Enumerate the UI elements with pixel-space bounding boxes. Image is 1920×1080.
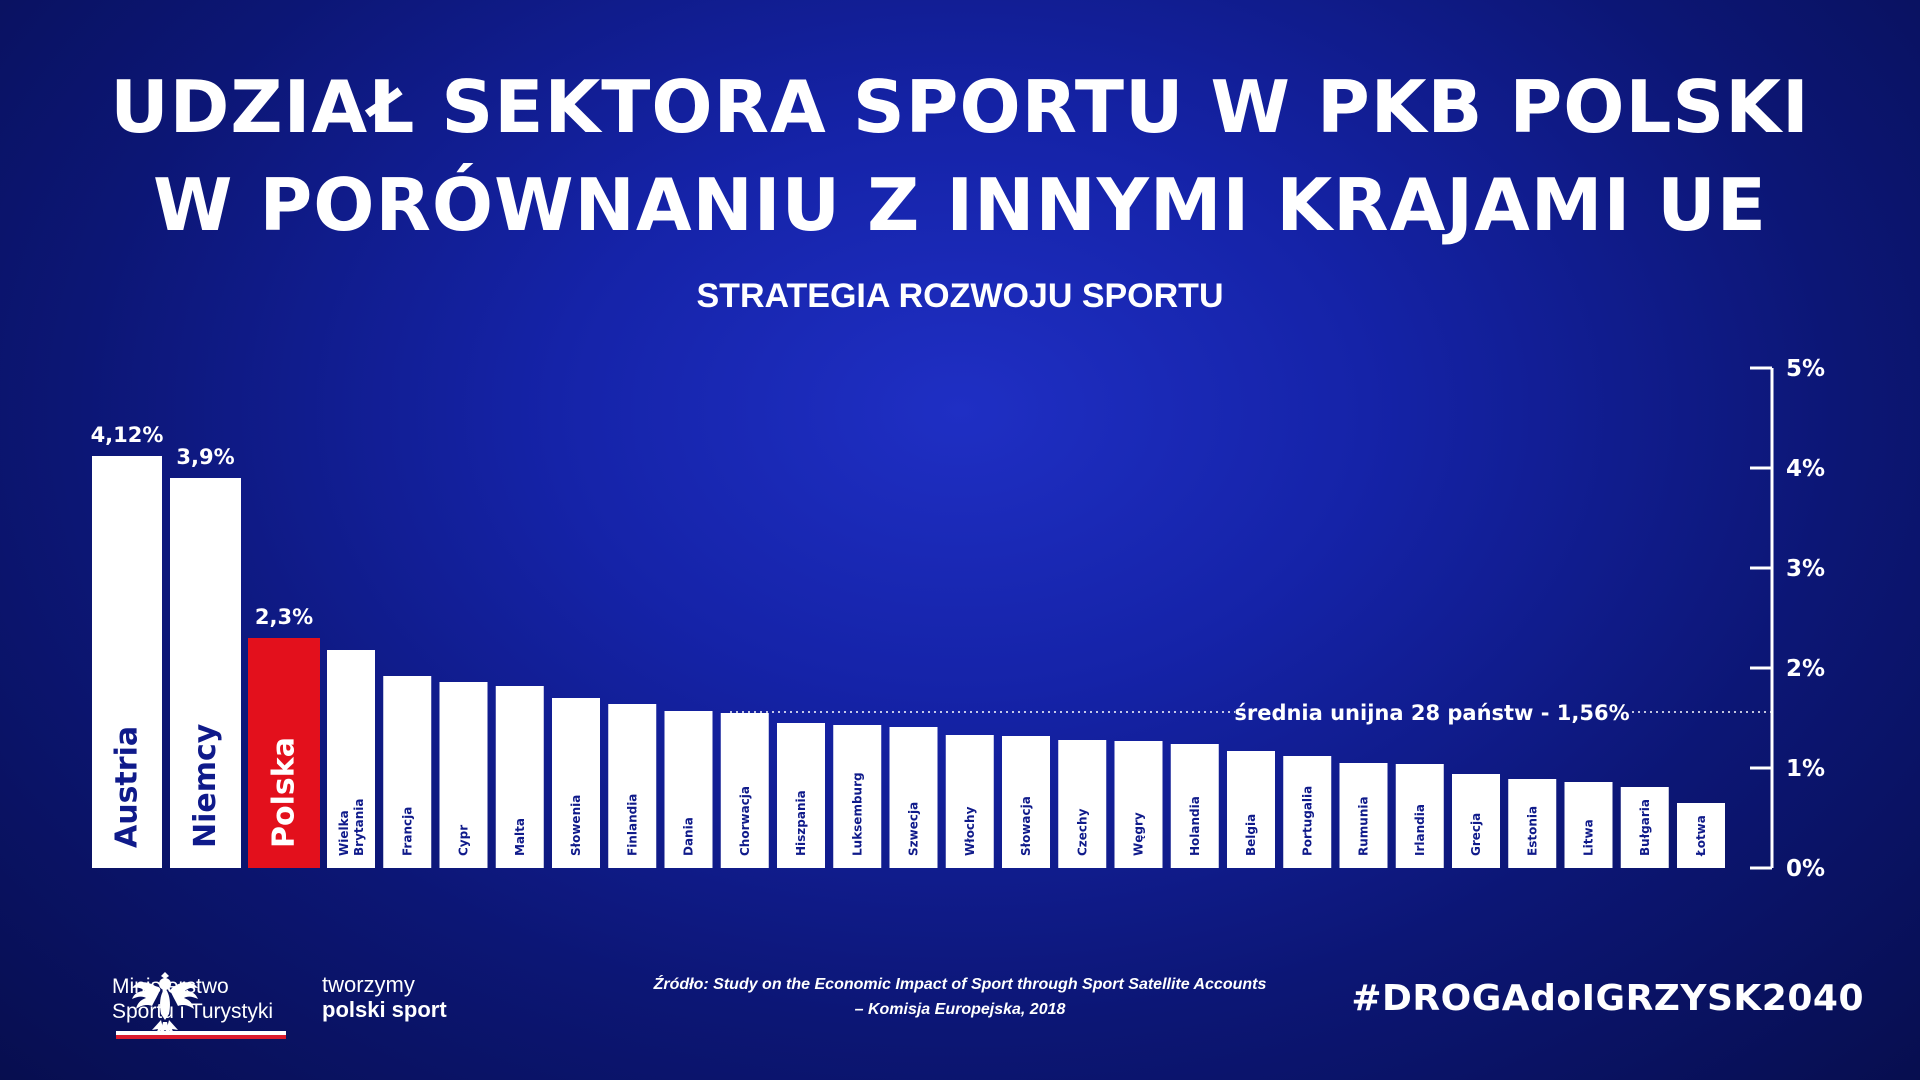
bar [1002,736,1050,868]
bar [1508,779,1557,868]
bar [495,686,544,868]
bar-category-label: Belgia [1244,814,1258,856]
bar-category-label: Dania [682,817,696,856]
bar [1227,751,1275,868]
average-line-label: średnia unijna 28 państw - 1,56% [1234,701,1629,725]
bar-category-label: Szwecja [907,802,921,856]
bar [327,650,375,868]
bar-category-label: Irlandia [1413,804,1427,856]
bar-category-label: Portugalia [1300,786,1314,856]
bar [248,638,320,868]
y-axis-tick-label: 4% [1786,456,1825,482]
bar [1564,782,1613,868]
bar-category-label: Hiszpania [794,790,808,856]
bar-category-label: Grecja [1469,813,1483,856]
bar-category-label: Luksemburg [850,772,864,856]
source-note: Źródło: Study on the Economic Impact of … [560,972,1360,1022]
bar [1677,803,1725,868]
source-line1: Źródło: Study on the Economic Impact of … [653,976,1267,993]
bar [1395,764,1444,868]
bar-value-label: 2,3% [255,605,313,629]
bar [608,704,657,868]
bar-category-label: Litwa [1582,819,1596,856]
bar-category-label: Holandia [1188,796,1202,856]
bar [383,676,432,868]
bar-category-label: Polska [267,737,302,848]
bar [92,456,162,868]
y-axis-tick-label: 3% [1786,556,1825,582]
y-axis-tick-label: 1% [1786,756,1825,782]
bar-category-label: Rumunia [1357,796,1371,856]
bar [552,698,600,868]
y-axis-tick-label: 2% [1786,656,1825,682]
y-axis-tick-label: 0% [1786,856,1825,882]
bar [1620,787,1669,868]
bar [439,682,488,868]
bar-category-label: Bułgaria [1638,799,1652,856]
bar-category-label: Finlandia [625,794,639,856]
bar [720,713,769,868]
bar [833,725,882,868]
bar-category-label: Niemcy [188,723,223,848]
bar [1114,741,1163,868]
slogan-line2: polski sport [322,997,447,1022]
chart-title-line1: UDZIAŁ SEKTORA SPORTU W PKB POLSKI [110,65,1810,149]
bar-category-label: Czechy [1075,808,1089,856]
bar-category-label: Węgry [1132,812,1146,856]
bar-category-label: Austria [110,726,145,848]
bar-value-label: 4,12% [91,423,164,447]
bar [1339,763,1388,868]
hashtag: #DROGAdoIGRZYSK2040 [1351,978,1864,1019]
bar-category-label: Estonia [1525,806,1539,856]
chart-title-line2: W PORÓWNANIU Z INNYMI KRAJAMI UE [153,163,1767,247]
bar [170,478,241,868]
ministry-name-line2: Sportu i Turystyki [112,1000,274,1023]
bar [889,727,938,868]
slogan-line1: tworzymy [322,972,415,997]
slogan-logo: tworzymy polski sport [322,972,447,1022]
chart-subtitle: STRATEGIA ROZWOJU SPORTU [696,277,1224,315]
polish-flag-stripe [116,1031,286,1039]
bar [1452,774,1500,868]
bar-value-label: 3,9% [176,445,234,469]
bar-category-label: Słowenia [569,795,583,856]
bar [1170,744,1219,868]
bar-category-label: Cypr [457,825,471,856]
bar-category-label: Łotwa [1694,815,1708,857]
bar-category-label: Malta [513,818,527,856]
bar-category-label: Francja [400,807,414,856]
bar [664,711,713,868]
bar [1283,756,1332,868]
bar [777,723,825,868]
chart-title: UDZIAŁ SEKTORA SPORTU W PKB POLSKI W POR… [0,58,1920,254]
bar [945,735,994,868]
bar-category-label: Słowacja [1019,796,1033,856]
bar-category-label: Chorwacja [738,786,752,856]
bar-category-label: WielkaBrytania [337,799,366,856]
ministry-name: Ministerstwo Sportu i Turystyki [112,974,273,1024]
y-axis-tick-label: 5% [1786,356,1825,382]
ministry-name-line1: Ministerstwo [112,975,229,998]
bar [1058,740,1107,868]
polish-eagle-emblem-icon [132,972,198,1037]
bar-category-label: Włochy [963,806,977,856]
source-line2: – Komisja Europejska, 2018 [854,1001,1066,1018]
